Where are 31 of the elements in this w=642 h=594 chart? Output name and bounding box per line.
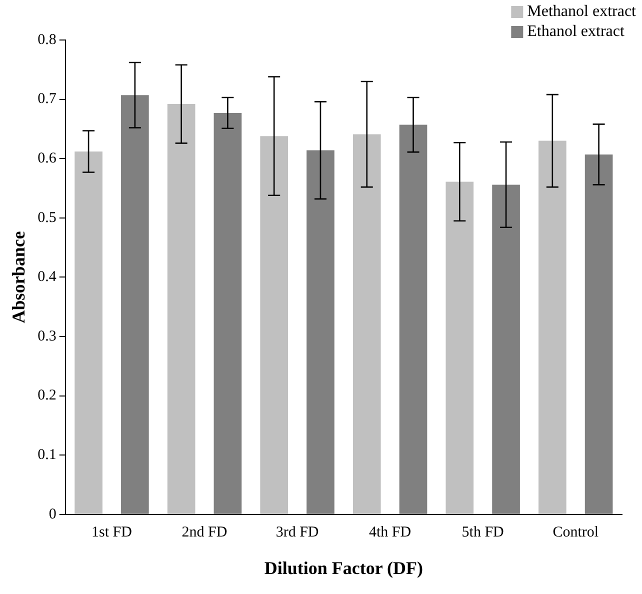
bar	[352, 134, 381, 514]
y-tick-label: 0.4	[38, 269, 57, 286]
x-tick-label: 1st FD	[92, 524, 132, 540]
y-tick-label: 0.2	[38, 388, 56, 404]
y-tick-label: 0.6	[38, 150, 57, 167]
y-tick-label: 0.5	[38, 210, 56, 226]
bar	[260, 136, 288, 514]
x-tick-label: 3rd FD	[276, 524, 319, 540]
bar	[446, 182, 474, 514]
bar	[74, 151, 102, 514]
bar	[121, 95, 149, 514]
x-tick-label: 5th FD	[462, 524, 504, 540]
y-axis-title: Absorbance	[8, 231, 28, 324]
y-tick-label: 0.1	[38, 447, 56, 464]
y-tick-label: 0.3	[38, 328, 56, 344]
bar	[306, 150, 334, 514]
y-tick-label: 0.7	[38, 91, 57, 108]
x-tick-label: 2nd FD	[182, 524, 228, 540]
legend-label: Methanol extract	[527, 3, 637, 20]
x-tick-label: Control	[552, 524, 599, 540]
x-tick-label: 4th FD	[369, 524, 412, 540]
bar	[167, 104, 196, 514]
bar	[214, 112, 242, 514]
legend-label: Ethanol extract	[527, 23, 625, 40]
bar	[399, 124, 428, 514]
y-tick-label: 0.8	[38, 32, 56, 48]
bar	[538, 140, 566, 514]
bar	[584, 154, 613, 514]
bar	[492, 184, 520, 514]
y-tick-label: 0	[48, 506, 56, 522]
x-axis-title: Dilution Factor (DF)	[264, 558, 424, 578]
